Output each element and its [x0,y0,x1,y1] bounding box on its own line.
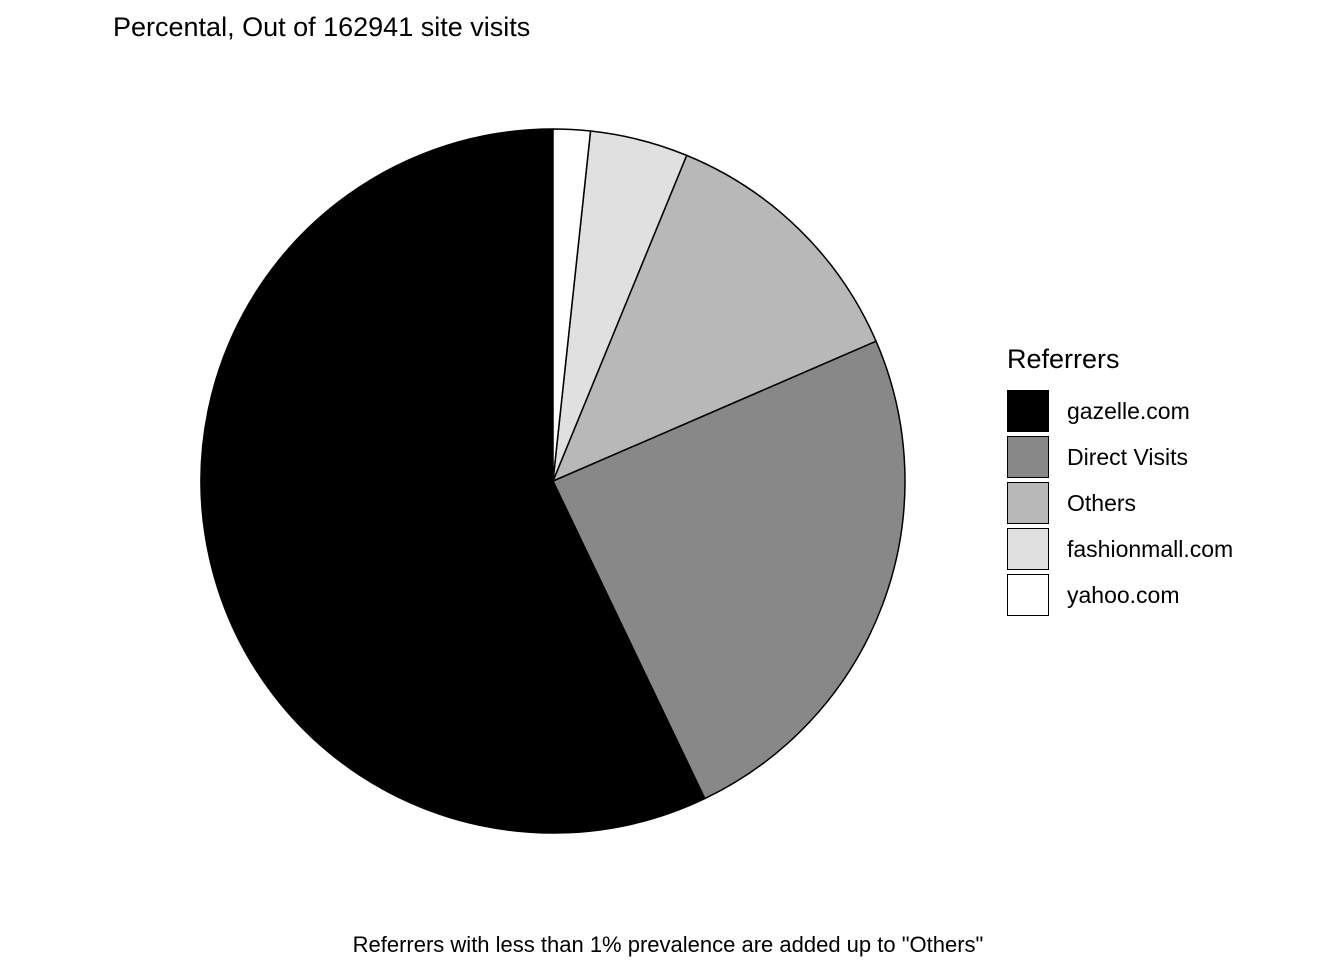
legend: Referrers gazelle.com Direct Visits Othe… [1007,342,1233,618]
legend-label: gazelle.com [1067,397,1190,424]
legend-key [1007,436,1049,478]
legend-key [1007,528,1049,570]
pie-slice-others [552,154,877,482]
pie-slice-yahoo-com [552,128,592,482]
legend-key [1007,390,1049,432]
legend-label: yahoo.com [1067,581,1180,608]
legend-item-others: Others [1007,480,1233,526]
pie-slices [200,128,906,834]
pie-slice-gazelle-com [200,128,706,834]
legend-label: fashionmall.com [1067,535,1234,562]
legend-item-yahoo: yahoo.com [1007,572,1233,618]
legend-item-gazelle: gazelle.com [1007,388,1233,434]
legend-title: Referrers [1007,344,1120,374]
legend-item-direct-visits: Direct Visits [1007,434,1233,480]
legend-item-fashionmall: fashionmall.com [1007,526,1233,572]
legend-key [1007,574,1049,616]
legend-label: Direct Visits [1067,443,1188,470]
chart-title: Percental, Out of 162941 site visits [113,12,531,42]
legend-key [1007,482,1049,524]
pie-slice-direct-visits [552,340,906,800]
chart-caption: Referrers with less than 1% prevalence a… [352,932,984,957]
legend-label: Others [1067,489,1137,516]
